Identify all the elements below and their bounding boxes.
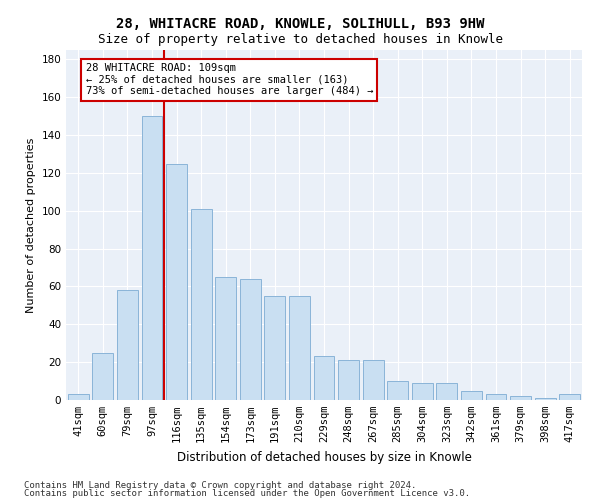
Bar (436, 383, 457, 400)
Bar (559, 394, 580, 400)
X-axis label: Distribution of detached houses by size in Knowle: Distribution of detached houses by size … (176, 450, 472, 464)
Bar (362, 360, 383, 400)
Bar (461, 390, 482, 400)
Text: Contains public sector information licensed under the Open Government Licence v3: Contains public sector information licen… (24, 489, 470, 498)
Bar (412, 383, 433, 400)
Text: Size of property relative to detached houses in Knowle: Size of property relative to detached ho… (97, 32, 503, 46)
Bar (314, 356, 334, 400)
Text: 28, WHITACRE ROAD, KNOWLE, SOLIHULL, B93 9HW: 28, WHITACRE ROAD, KNOWLE, SOLIHULL, B93… (116, 18, 484, 32)
Bar (289, 296, 310, 400)
Bar (142, 116, 163, 400)
Bar (265, 296, 286, 400)
Bar (215, 277, 236, 400)
Bar (92, 352, 113, 400)
Text: Contains HM Land Registry data © Crown copyright and database right 2024.: Contains HM Land Registry data © Crown c… (24, 480, 416, 490)
Bar (485, 394, 506, 400)
Bar (117, 290, 138, 400)
Text: 28 WHITACRE ROAD: 109sqm
← 25% of detached houses are smaller (163)
73% of semi-: 28 WHITACRE ROAD: 109sqm ← 25% of detach… (86, 63, 373, 96)
Bar (535, 398, 556, 400)
Bar (510, 396, 531, 400)
Bar (191, 209, 212, 400)
Y-axis label: Number of detached properties: Number of detached properties (26, 138, 36, 312)
Bar (387, 381, 408, 400)
Bar (68, 394, 89, 400)
Bar (166, 164, 187, 400)
Bar (240, 279, 261, 400)
Bar (338, 360, 359, 400)
